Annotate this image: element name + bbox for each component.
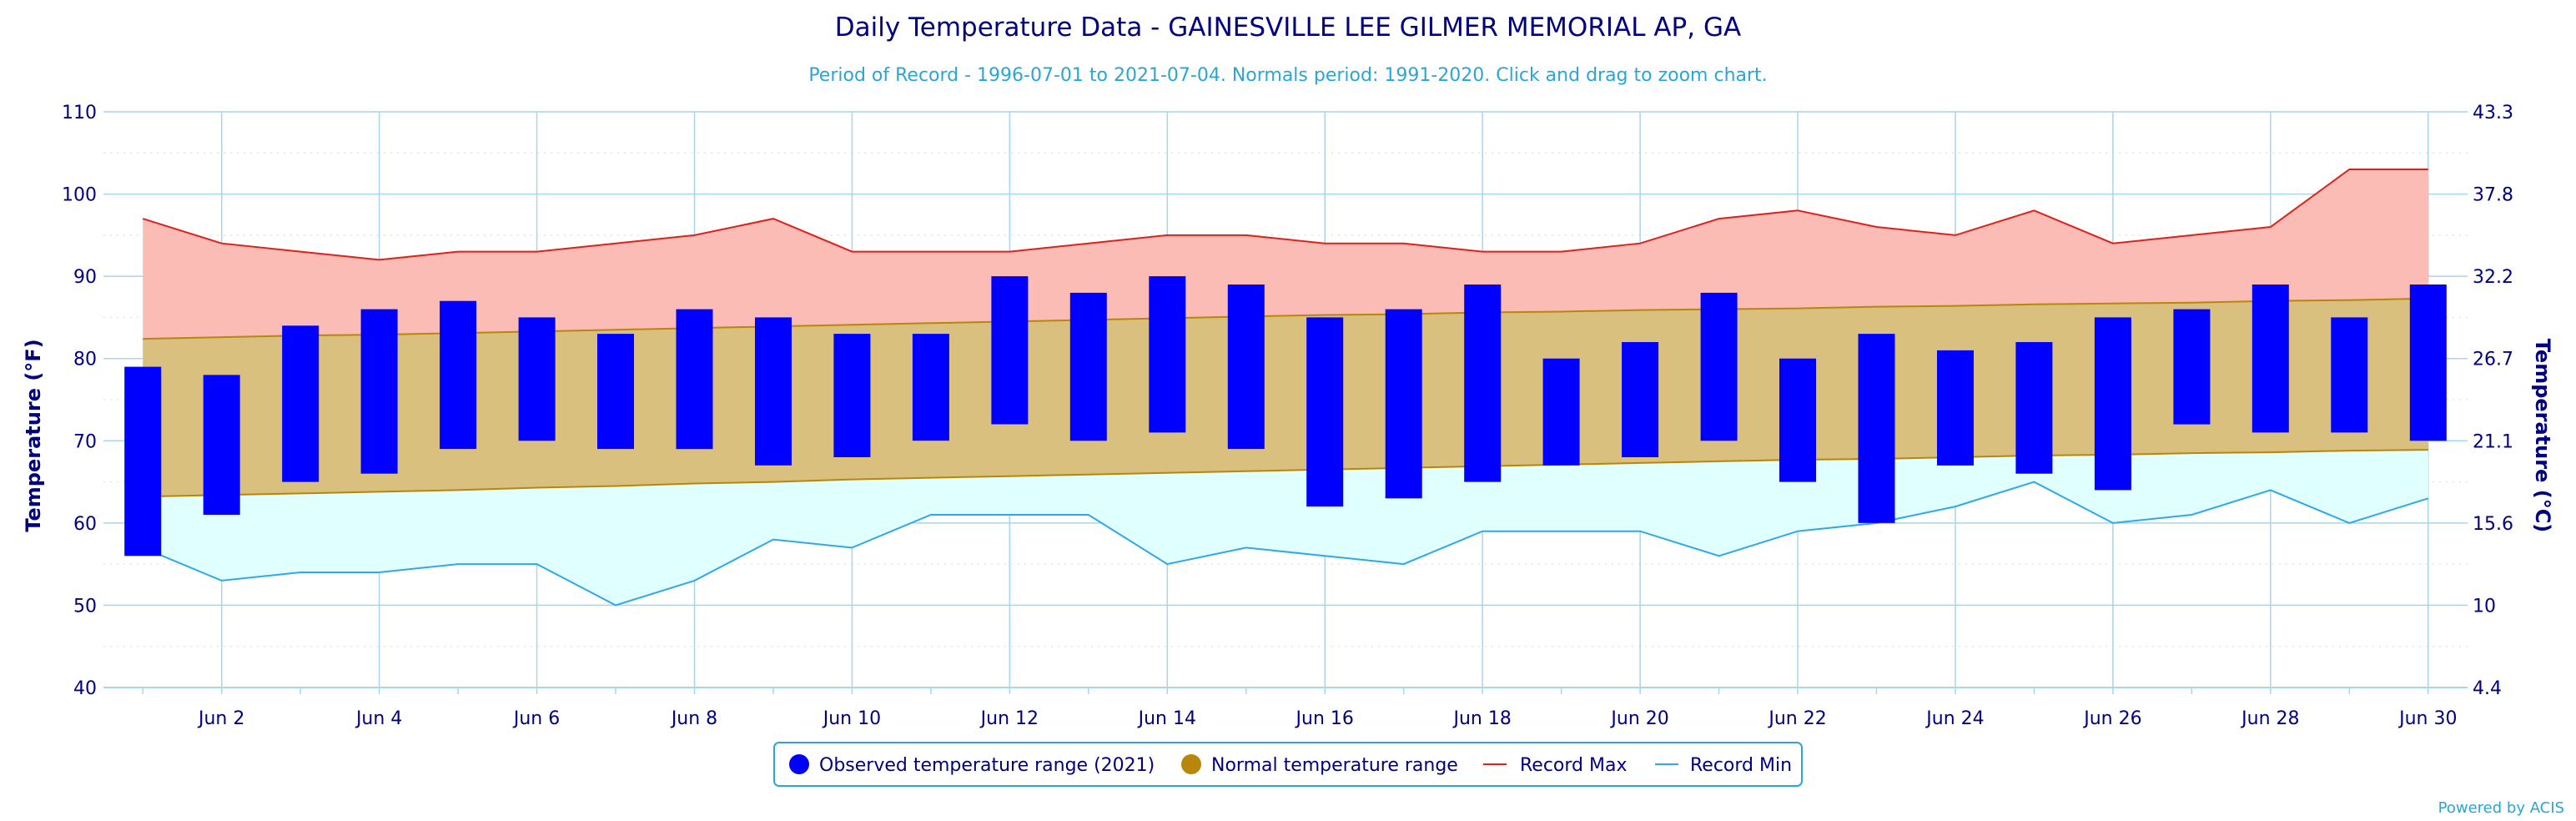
observed-bar[interactable] <box>360 309 398 474</box>
x-tick: Jun 22 <box>1767 708 1826 729</box>
observed-bar[interactable] <box>833 334 871 457</box>
legend-item-record-max[interactable]: Record Max <box>1483 755 1628 776</box>
observed-bar[interactable] <box>1227 285 1265 450</box>
y-tick-right: 21.1 <box>2473 431 2513 452</box>
observed-bar[interactable] <box>912 334 949 441</box>
x-tick: Jun 20 <box>1609 708 1668 729</box>
axes: 40 50 60 70 80 90 100 110 4.4 10 15.6 21.1 26.7 32.2 3… <box>62 103 2513 729</box>
y-tick-left: 110 <box>62 103 97 123</box>
y-tick-left: 50 <box>73 596 97 617</box>
blue-circle-icon <box>789 754 809 774</box>
observed-bar[interactable] <box>282 325 319 482</box>
legend-item-record-min[interactable]: Record Min <box>1655 755 1792 776</box>
y-axis-left-title: Temperature (°F) <box>22 339 45 531</box>
observed-bar[interactable] <box>518 317 556 441</box>
observed-bar[interactable] <box>124 366 162 557</box>
y-tick-right: 4.4 <box>2473 678 2502 699</box>
observed-bar[interactable] <box>755 317 792 466</box>
y-tick-right: 32.2 <box>2473 267 2513 288</box>
y-axis-right-title: Temperature (°C) <box>2531 339 2554 533</box>
observed-bar[interactable] <box>203 375 240 515</box>
observed-bar[interactable] <box>1858 334 1895 523</box>
x-tick: Jun 12 <box>979 708 1039 729</box>
observed-bar[interactable] <box>2251 285 2289 433</box>
x-tick: Jun 10 <box>822 708 881 729</box>
observed-bars[interactable] <box>124 276 2447 557</box>
observed-bar[interactable] <box>1779 358 1816 482</box>
observed-bar[interactable] <box>2094 317 2131 491</box>
observed-bar[interactable] <box>1306 317 1344 507</box>
record-min-area <box>143 450 2428 606</box>
observed-bar[interactable] <box>1464 285 1502 482</box>
x-tick: Jun 4 <box>355 708 402 729</box>
record-max-line <box>142 169 2428 261</box>
legend-label-record-min: Record Min <box>1690 755 1792 776</box>
y-tick-left: 70 <box>73 431 97 452</box>
observed-bar[interactable] <box>597 334 634 450</box>
x-tick: Jun 24 <box>1924 708 1984 729</box>
observed-bar[interactable] <box>2331 317 2368 433</box>
y-tick-right: 10 <box>2473 596 2496 617</box>
x-tick: Jun 30 <box>2397 708 2457 729</box>
x-tick: Jun 2 <box>197 708 244 729</box>
y-tick-left: 40 <box>73 678 97 699</box>
observed-bar[interactable] <box>1385 309 1422 499</box>
y-tick-right: 15.6 <box>2473 514 2513 535</box>
observed-bar[interactable] <box>2409 285 2447 441</box>
observed-bar[interactable] <box>2173 309 2211 425</box>
observed-bar[interactable] <box>1622 342 1659 457</box>
legend-item-normal[interactable]: Normal temperature range <box>1181 754 1458 776</box>
observed-bar[interactable] <box>1937 350 1974 466</box>
observed-bar[interactable] <box>1149 276 1186 433</box>
observed-bar[interactable] <box>1700 292 1738 441</box>
y-tick-right: 26.7 <box>2473 350 2513 370</box>
observed-bar[interactable] <box>991 276 1029 425</box>
legend-label-normal: Normal temperature range <box>1211 755 1458 776</box>
x-tick: Jun 26 <box>2082 708 2141 729</box>
legend-box <box>773 742 1803 787</box>
y-tick-left: 80 <box>73 350 97 370</box>
x-tick: Jun 8 <box>670 708 717 729</box>
legend: Observed temperature range (2021) Normal… <box>773 742 1803 787</box>
chart-subtitle: Period of Record - 1996-07-01 to 2021-07… <box>808 65 1767 86</box>
legend-label-record-max: Record Max <box>1520 755 1628 776</box>
chart-title: Daily Temperature Data - GAINESVILLE LEE… <box>835 13 1741 43</box>
x-tick: Jun 18 <box>1452 708 1511 729</box>
x-tick: Jun 6 <box>512 708 560 729</box>
record-min-line <box>142 481 2429 607</box>
y-tick-left: 100 <box>62 185 97 206</box>
record-max-area <box>143 169 2428 340</box>
legend-label-observed: Observed temperature range (2021) <box>819 755 1155 776</box>
y-tick-right: 37.8 <box>2473 185 2513 206</box>
y-tick-right: 43.3 <box>2473 103 2513 123</box>
observed-bar[interactable] <box>676 309 713 450</box>
observed-bar[interactable] <box>2015 342 2053 474</box>
x-tick: Jun 16 <box>1295 708 1354 729</box>
observed-bar[interactable] <box>1542 358 1580 466</box>
normal-range-area <box>143 298 2428 497</box>
y-tick-left: 90 <box>73 267 97 288</box>
y-tick-left: 60 <box>73 514 97 535</box>
x-tick: Jun 14 <box>1137 708 1196 729</box>
observed-bar[interactable] <box>1069 292 1107 441</box>
x-tick: Jun 28 <box>2240 708 2299 729</box>
gold-circle-icon <box>1181 754 1201 774</box>
observed-bar[interactable] <box>440 300 477 450</box>
credits-link[interactable]: Powered by ACIS <box>2438 799 2564 817</box>
legend-item-observed[interactable]: Observed temperature range (2021) <box>789 754 1155 776</box>
